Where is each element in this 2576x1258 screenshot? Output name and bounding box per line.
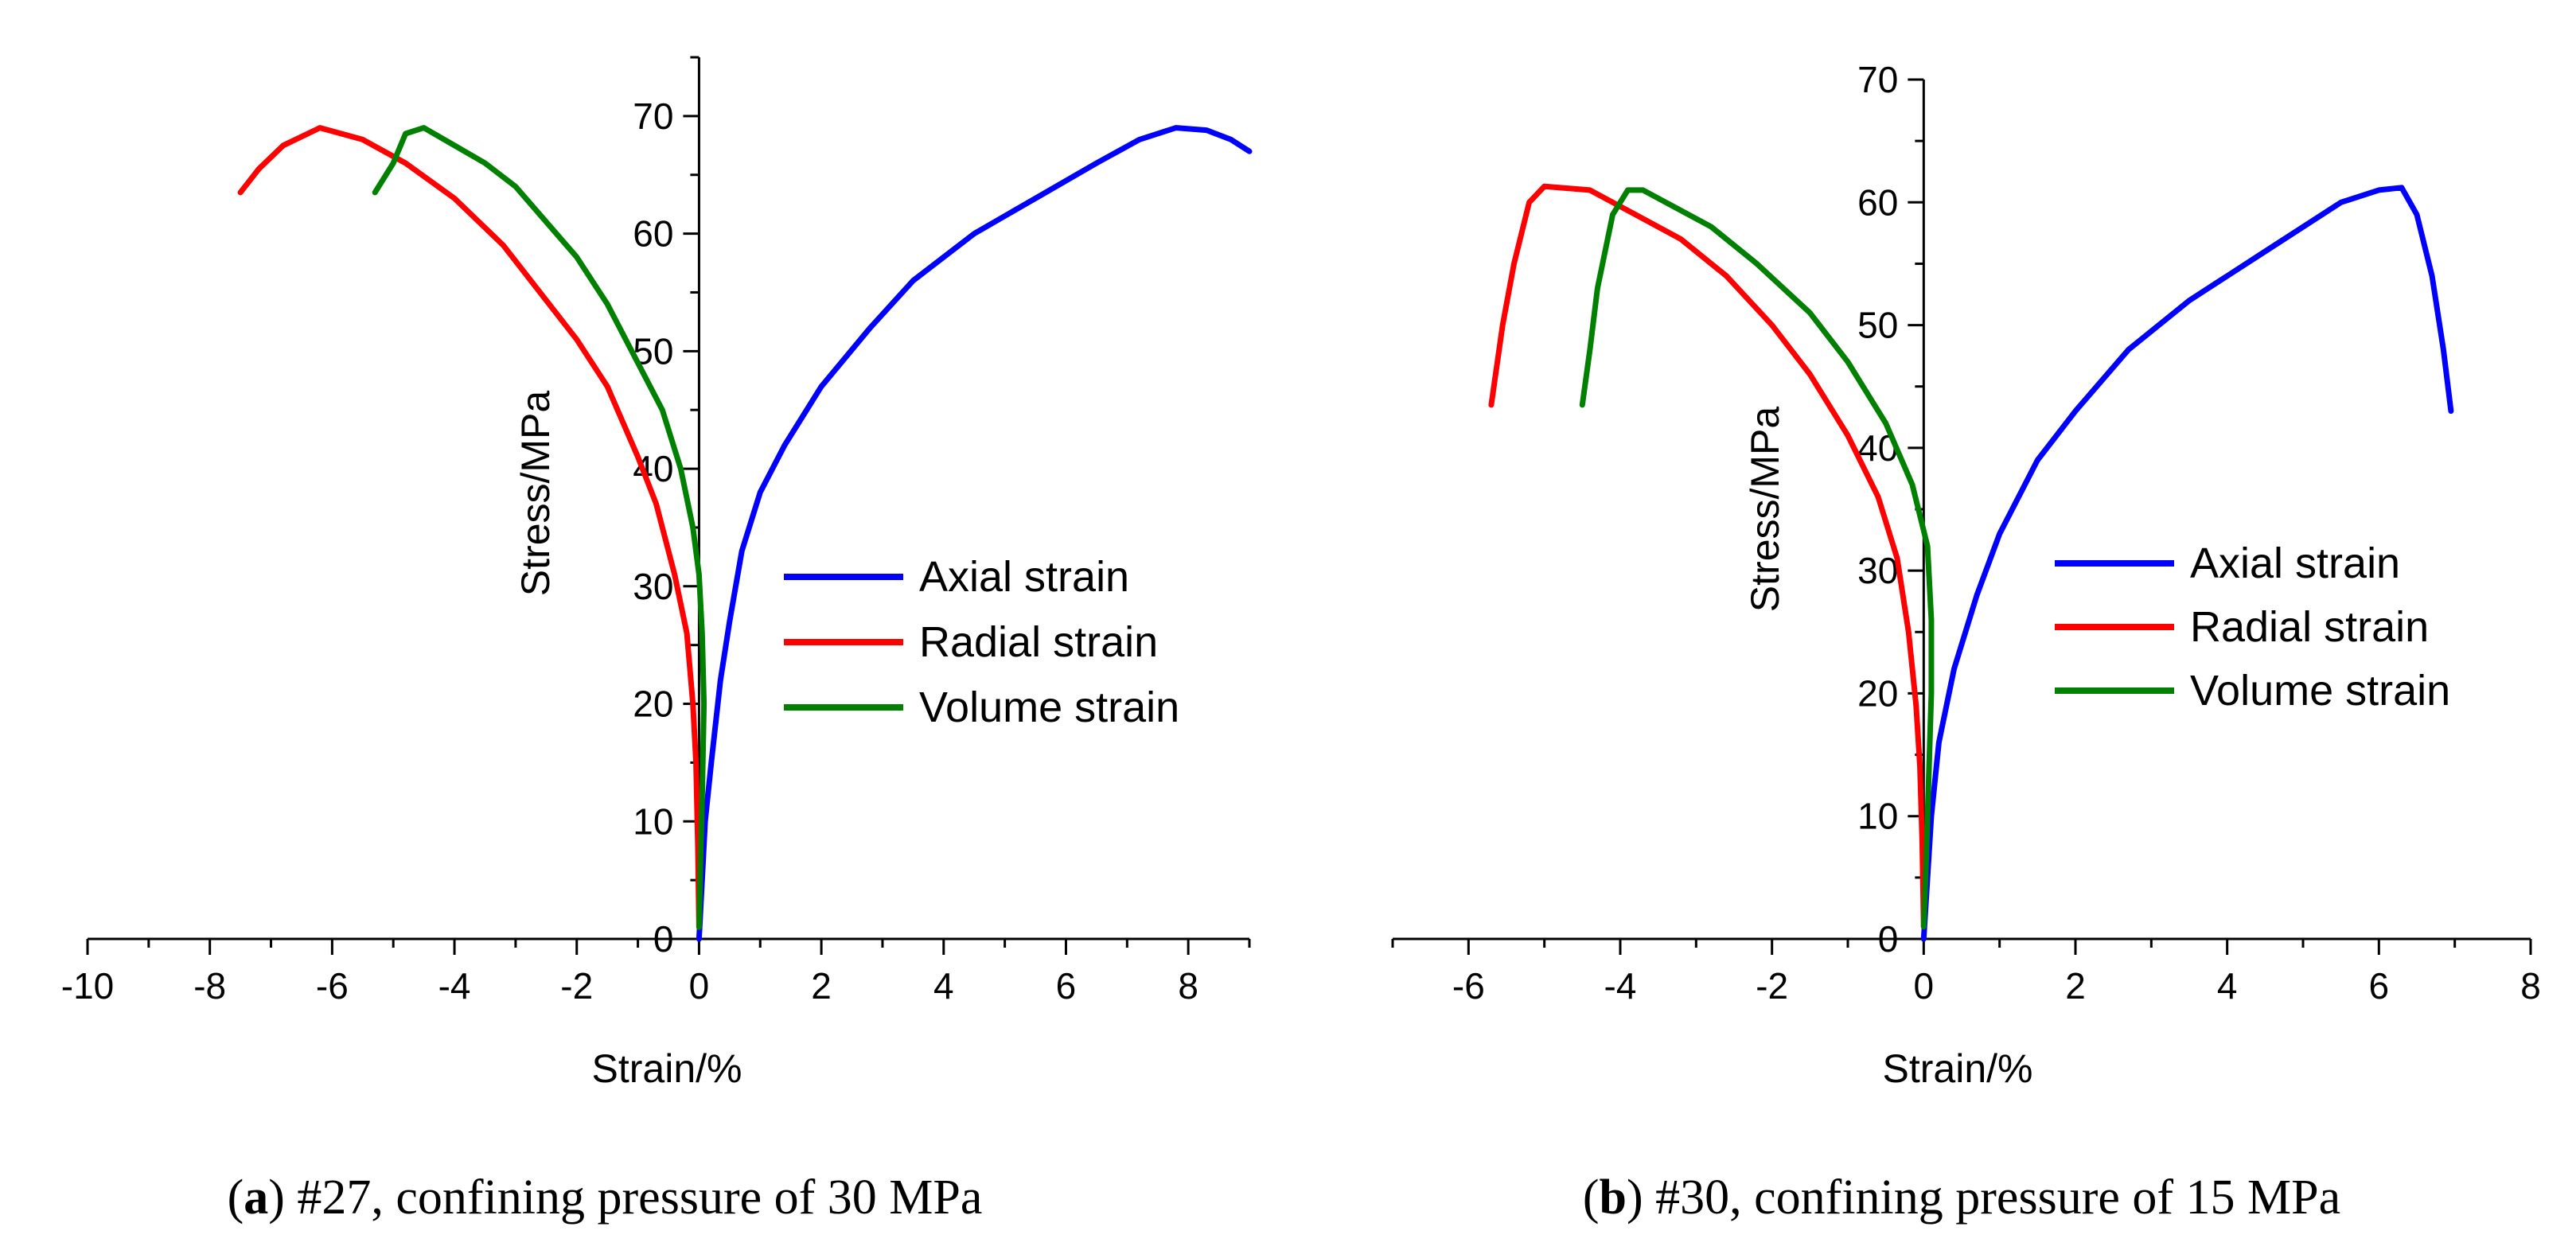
x-tick-label: 8 — [1178, 965, 1198, 1007]
chart-a: -10 -8 -6 -4 -2 0 2 4 6 8010203040506070Strain/%S… — [61, 56, 1253, 1091]
y-tick-label: 0 — [1878, 918, 1899, 960]
series-line-radial-strain — [237, 125, 702, 930]
x-tick-label: -4 — [438, 965, 471, 1007]
x-axis-title: Strain/% — [1883, 1046, 2033, 1091]
series-line-radial-strain — [1488, 183, 1927, 930]
x-tick-label: 2 — [811, 965, 832, 1007]
y-tick-label: 60 — [633, 213, 673, 255]
y-tick-label: 20 — [1857, 672, 1898, 714]
y-tick-label: 20 — [633, 684, 673, 725]
legend-label: Axial strain — [919, 553, 1129, 601]
y-tick-label: 30 — [633, 566, 673, 607]
x-tick-label: 8 — [2520, 965, 2541, 1007]
legend-label: Volume strain — [2190, 667, 2450, 715]
y-tick-label: 30 — [1857, 550, 1898, 591]
caption-a: (a) #27, confining pressure of 30 MPa — [228, 1170, 983, 1225]
series-line-axial-strain — [1920, 185, 2454, 942]
chart-b: -6 -4 -2 0 2 4 6 8010203040506070Strain/%Stress… — [1391, 59, 2541, 1091]
y-axis-title: Stress/MPa — [1743, 407, 1787, 613]
series-line-axial-strain — [696, 125, 1253, 942]
x-tick-label: -2 — [1756, 965, 1788, 1007]
series-line-volume-strain — [372, 125, 707, 930]
x-tick-label: 4 — [933, 965, 954, 1007]
y-tick-label: 10 — [633, 800, 673, 842]
x-tick-label: -6 — [316, 965, 349, 1007]
x-tick-label: -2 — [560, 965, 593, 1007]
legend-label: Axial strain — [2190, 539, 2400, 587]
y-tick-label: 50 — [1857, 305, 1898, 346]
legend-label: Volume strain — [919, 684, 1179, 731]
y-tick-label: 0 — [653, 918, 674, 960]
y-axis-title: Stress/MPa — [513, 391, 558, 597]
x-tick-label: 0 — [689, 965, 710, 1007]
x-tick-label: 6 — [2369, 965, 2390, 1007]
x-tick-label: -10 — [61, 965, 114, 1007]
y-tick-label: 10 — [1857, 796, 1898, 837]
x-tick-label: -4 — [1604, 965, 1637, 1007]
x-axis-title: Strain/% — [592, 1046, 742, 1091]
y-tick-label: 60 — [1857, 181, 1898, 223]
y-tick-label: 70 — [1857, 59, 1898, 100]
caption-a-text: #27, confining pressure of 30 MPa — [297, 1170, 982, 1225]
caption-b-text: #30, confining pressure of 15 MPa — [1655, 1170, 2340, 1225]
x-tick-label: 2 — [2065, 965, 2086, 1007]
x-tick-label: 4 — [2217, 965, 2238, 1007]
caption-b: (b) #30, confining pressure of 15 MPa — [1583, 1170, 2340, 1225]
y-tick-label: 70 — [633, 95, 673, 137]
caption-b-letter: b — [1600, 1170, 1627, 1225]
legend-label: Radial strain — [2190, 603, 2429, 651]
x-tick-label: -6 — [1452, 965, 1485, 1007]
legend-label: Radial strain — [919, 618, 1158, 666]
x-tick-label: 0 — [1914, 965, 1935, 1007]
caption-a-letter: a — [244, 1170, 268, 1225]
x-tick-label: 6 — [1056, 965, 1077, 1007]
x-tick-label: -8 — [193, 965, 226, 1007]
series-line-volume-strain — [1579, 187, 1935, 930]
